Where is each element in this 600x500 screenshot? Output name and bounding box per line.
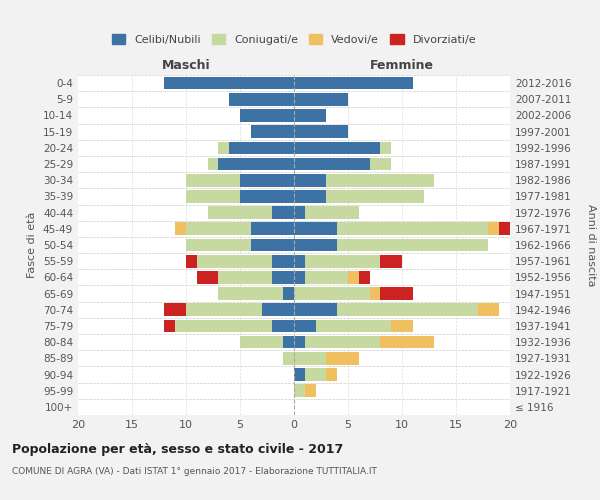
Bar	[305, 255, 380, 268]
Bar	[294, 336, 305, 348]
Bar	[348, 271, 359, 283]
Bar	[186, 304, 262, 316]
Bar	[294, 320, 316, 332]
Bar	[262, 304, 294, 316]
Bar	[164, 320, 175, 332]
Bar	[218, 158, 294, 170]
Bar	[326, 174, 434, 186]
Legend: Celibi/Nubili, Coniugati/e, Vedovi/e, Divorziati/e: Celibi/Nubili, Coniugati/e, Vedovi/e, Di…	[107, 30, 481, 49]
Bar	[229, 142, 294, 154]
Bar	[186, 190, 240, 202]
Bar	[380, 142, 391, 154]
Bar	[294, 77, 413, 90]
Bar	[326, 368, 337, 381]
Bar	[337, 238, 488, 252]
Bar	[186, 174, 240, 186]
Bar	[164, 304, 186, 316]
Bar	[326, 352, 359, 364]
Bar	[391, 320, 413, 332]
Bar	[294, 288, 370, 300]
Bar	[283, 288, 294, 300]
Bar	[359, 271, 370, 283]
Bar	[218, 271, 272, 283]
Bar	[251, 126, 294, 138]
Bar	[272, 271, 294, 283]
Bar	[380, 255, 402, 268]
Bar	[294, 158, 370, 170]
Bar	[305, 368, 326, 381]
Bar	[294, 93, 348, 106]
Bar	[240, 190, 294, 202]
Bar	[272, 320, 294, 332]
Bar	[380, 288, 413, 300]
Bar	[251, 238, 294, 252]
Bar	[294, 255, 305, 268]
Y-axis label: Fasce di età: Fasce di età	[28, 212, 37, 278]
Bar	[316, 320, 391, 332]
Bar	[283, 352, 294, 364]
Bar	[294, 222, 337, 235]
Bar	[186, 222, 251, 235]
Bar	[240, 336, 283, 348]
Bar	[326, 190, 424, 202]
Bar	[305, 384, 316, 397]
Bar	[294, 271, 305, 283]
Bar	[305, 336, 380, 348]
Bar	[218, 288, 283, 300]
Bar	[197, 255, 272, 268]
Bar	[186, 255, 197, 268]
Text: Popolazione per età, sesso e stato civile - 2017: Popolazione per età, sesso e stato civil…	[12, 442, 343, 456]
Bar	[283, 336, 294, 348]
Bar	[251, 222, 294, 235]
Bar	[272, 255, 294, 268]
Bar	[197, 271, 218, 283]
Bar	[294, 109, 326, 122]
Bar	[240, 174, 294, 186]
Bar	[294, 304, 337, 316]
Bar	[294, 126, 348, 138]
Bar	[305, 271, 348, 283]
Bar	[294, 206, 305, 219]
Bar	[229, 93, 294, 106]
Bar	[337, 222, 488, 235]
Bar	[208, 206, 272, 219]
Bar	[294, 142, 380, 154]
Bar	[186, 238, 251, 252]
Bar	[175, 222, 186, 235]
Text: Anni di nascita: Anni di nascita	[586, 204, 596, 286]
Bar	[478, 304, 499, 316]
Bar	[218, 142, 229, 154]
Text: Maschi: Maschi	[161, 59, 211, 72]
Bar	[175, 320, 272, 332]
Bar	[337, 304, 478, 316]
Bar	[294, 238, 337, 252]
Bar	[499, 222, 521, 235]
Bar	[370, 288, 380, 300]
Bar	[294, 190, 326, 202]
Bar	[294, 174, 326, 186]
Bar	[294, 368, 305, 381]
Text: Femmine: Femmine	[370, 59, 434, 72]
Bar	[164, 77, 294, 90]
Bar	[294, 384, 305, 397]
Bar	[380, 336, 434, 348]
Bar	[208, 158, 218, 170]
Bar	[370, 158, 391, 170]
Bar	[240, 109, 294, 122]
Bar	[488, 222, 499, 235]
Bar	[305, 206, 359, 219]
Text: COMUNE DI AGRA (VA) - Dati ISTAT 1° gennaio 2017 - Elaborazione TUTTITALIA.IT: COMUNE DI AGRA (VA) - Dati ISTAT 1° genn…	[12, 468, 377, 476]
Bar	[272, 206, 294, 219]
Bar	[294, 352, 326, 364]
